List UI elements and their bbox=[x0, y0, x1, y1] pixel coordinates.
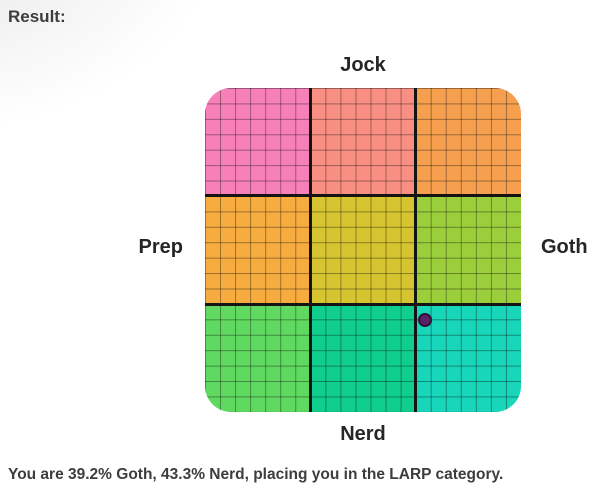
chart-region bbox=[415, 88, 521, 196]
axis-label-nerd: Nerd bbox=[340, 423, 386, 445]
result-summary: You are 39.2% Goth, 43.3% Nerd, placing … bbox=[8, 466, 504, 483]
chart-region bbox=[415, 196, 521, 304]
chart-region bbox=[310, 304, 416, 412]
major-gridline-vertical-2 bbox=[414, 88, 418, 412]
major-gridline-horizontal-1 bbox=[205, 194, 521, 198]
alignment-chart-plot-area bbox=[205, 88, 521, 412]
major-gridline-horizontal-2 bbox=[205, 302, 521, 306]
axis-label-jock: Jock bbox=[340, 54, 386, 76]
major-gridline-vertical-1 bbox=[308, 88, 312, 412]
chart-region bbox=[310, 196, 416, 304]
result-point-marker bbox=[417, 313, 432, 328]
axis-label-prep: Prep bbox=[138, 236, 183, 258]
chart-regions bbox=[205, 88, 521, 412]
axis-label-goth: Goth bbox=[541, 236, 588, 258]
chart-region bbox=[205, 196, 311, 304]
minor-gridlines bbox=[205, 88, 521, 412]
chart-region bbox=[205, 304, 311, 412]
chart-region bbox=[310, 88, 416, 196]
page-title: Result: bbox=[8, 7, 66, 26]
chart-region bbox=[415, 304, 521, 412]
chart-region bbox=[205, 88, 311, 196]
